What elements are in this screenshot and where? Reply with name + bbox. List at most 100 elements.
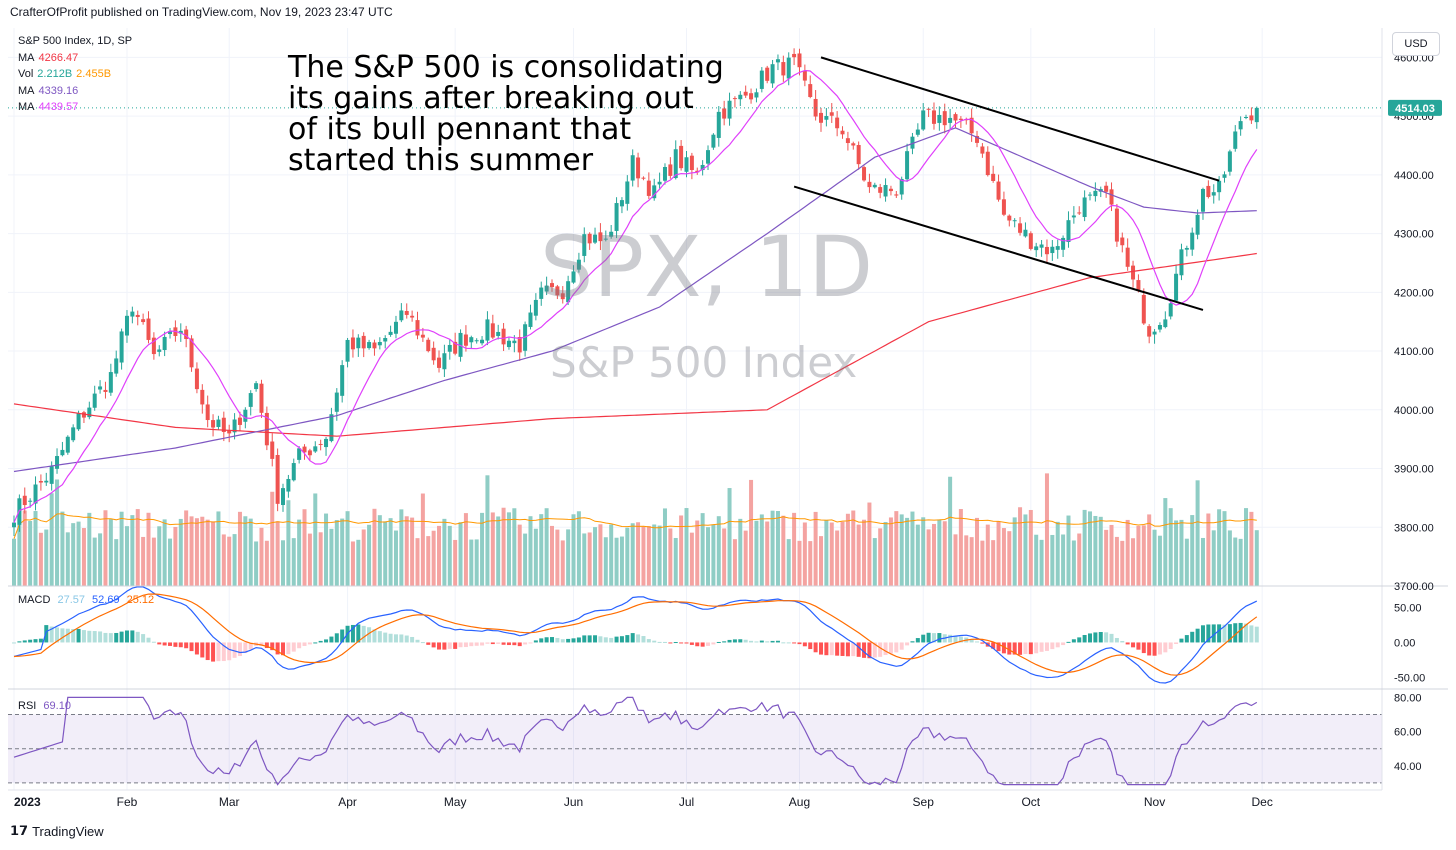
volume-bar xyxy=(1254,530,1259,586)
candle-body xyxy=(668,164,673,176)
volume-bar xyxy=(281,540,285,586)
volume-bar xyxy=(130,515,135,586)
volume-bar xyxy=(679,515,684,586)
candle-body xyxy=(345,339,350,362)
macd-histogram-bar xyxy=(87,630,92,643)
volume-bar xyxy=(1174,520,1179,586)
legend-ma1[interactable]: MA 4266.47 xyxy=(18,50,132,67)
candle-body xyxy=(28,500,33,502)
volume-bar xyxy=(200,516,205,586)
macd-histogram-bar xyxy=(1157,642,1162,655)
volume-bar xyxy=(383,521,388,586)
macd-histogram-bar xyxy=(786,642,791,644)
volume-bar xyxy=(835,530,840,586)
candle-body xyxy=(1190,232,1195,250)
volume-bar xyxy=(1023,514,1028,586)
rsi-panel xyxy=(13,696,1258,786)
macd-tick-label: 0.00 xyxy=(1394,637,1415,649)
macd-histogram-bar xyxy=(619,636,624,643)
candle-body xyxy=(700,164,705,171)
macd-histogram-bar xyxy=(797,642,802,645)
volume-bar xyxy=(1206,513,1211,586)
volume-bar xyxy=(71,523,76,586)
volume-bar xyxy=(248,518,253,586)
candle-body xyxy=(420,334,425,338)
candle-body xyxy=(437,357,442,368)
volume-bar xyxy=(60,511,65,586)
volume-bar xyxy=(1071,540,1076,586)
macd-histogram-bar xyxy=(1028,642,1033,655)
volume-bar xyxy=(501,507,506,586)
macd-histogram-bar xyxy=(178,642,183,648)
legend-symbol[interactable]: S&P 500 Index, 1D, SP xyxy=(18,35,133,47)
candle-body xyxy=(474,340,479,342)
candle-body xyxy=(727,100,732,119)
macd-histogram-bar xyxy=(474,642,479,646)
candle-body xyxy=(711,134,716,148)
macd-histogram-bar xyxy=(706,642,711,646)
volume-bar xyxy=(969,537,974,586)
volume-bar xyxy=(297,519,302,586)
rsi-tick-label: 60.00 xyxy=(1394,727,1422,739)
rsi-legend[interactable]: RSI 69.10 xyxy=(18,700,71,712)
macd-histogram-bar xyxy=(1131,642,1136,648)
time-tick-label: Aug xyxy=(789,795,810,809)
volume-bar xyxy=(12,538,16,586)
candle-body xyxy=(135,314,140,318)
legend-vol[interactable]: Vol 2.212B 2.455B xyxy=(18,66,132,83)
volume-bar xyxy=(512,508,517,586)
volume-bar xyxy=(716,516,721,586)
candle-body xyxy=(1061,237,1066,250)
volume-bar xyxy=(851,510,856,586)
volume-bar xyxy=(1007,531,1012,586)
volume-bar xyxy=(1109,524,1114,586)
candle-body xyxy=(340,365,345,396)
time-tick-label: Oct xyxy=(1021,795,1040,809)
volume-bar xyxy=(415,538,420,586)
macd-histogram-bar xyxy=(420,642,425,644)
macd-histogram-bar xyxy=(905,642,910,646)
candle-body xyxy=(211,420,216,428)
volume-bar xyxy=(722,528,727,586)
candle-body xyxy=(1077,212,1082,214)
candle-body xyxy=(447,344,452,352)
macd-histogram-bar xyxy=(662,641,667,643)
macd-histogram-bar xyxy=(872,642,877,658)
volume-bar xyxy=(426,536,431,586)
candle-body xyxy=(1147,326,1152,337)
macd-histogram-bar xyxy=(792,642,797,644)
volume-bar xyxy=(361,529,366,586)
macd-histogram-bar xyxy=(297,642,302,649)
volume-bar xyxy=(856,524,861,586)
candle-body xyxy=(44,480,49,483)
volume-bar xyxy=(662,508,667,586)
candle-body xyxy=(485,319,490,341)
volume-bar xyxy=(205,519,210,586)
time-tick-label: Nov xyxy=(1144,795,1165,809)
chart-legend: S&P 500 Index, 1D, SP MA 4266.47 Vol 2.212… xyxy=(18,33,132,116)
macd-histogram-bar xyxy=(372,629,377,643)
volume-bar xyxy=(1125,519,1130,586)
macd-histogram-bar xyxy=(377,631,382,643)
candle-body xyxy=(555,286,560,296)
volume-bar xyxy=(124,526,129,586)
macd-histogram-bar xyxy=(146,637,151,643)
macd-histogram-bar xyxy=(700,642,705,647)
macd-histogram-bar xyxy=(415,639,420,643)
legend-ma2[interactable]: MA 4339.16 xyxy=(18,83,132,100)
macd-histogram-bar xyxy=(969,639,974,643)
macd-legend[interactable]: MACD 27.57 52.69 25.12 xyxy=(18,594,154,606)
watermark-symbol: SPX, 1D xyxy=(540,218,874,316)
macd-histogram-bar xyxy=(646,639,651,643)
volume-bar xyxy=(211,521,216,586)
macd-histogram-bar xyxy=(888,642,893,654)
candle-body xyxy=(738,94,743,100)
legend-ma3[interactable]: MA 4439.57 xyxy=(18,99,132,116)
annotation-text[interactable]: The S&P 500 is consolidating its gains a… xyxy=(288,52,728,176)
last-price-badge xyxy=(1388,99,1442,116)
macd-value-3: 25.12 xyxy=(126,594,155,606)
candle-body xyxy=(1222,174,1227,178)
volume-bar xyxy=(1018,507,1023,586)
currency-button[interactable]: USD xyxy=(1392,32,1440,56)
